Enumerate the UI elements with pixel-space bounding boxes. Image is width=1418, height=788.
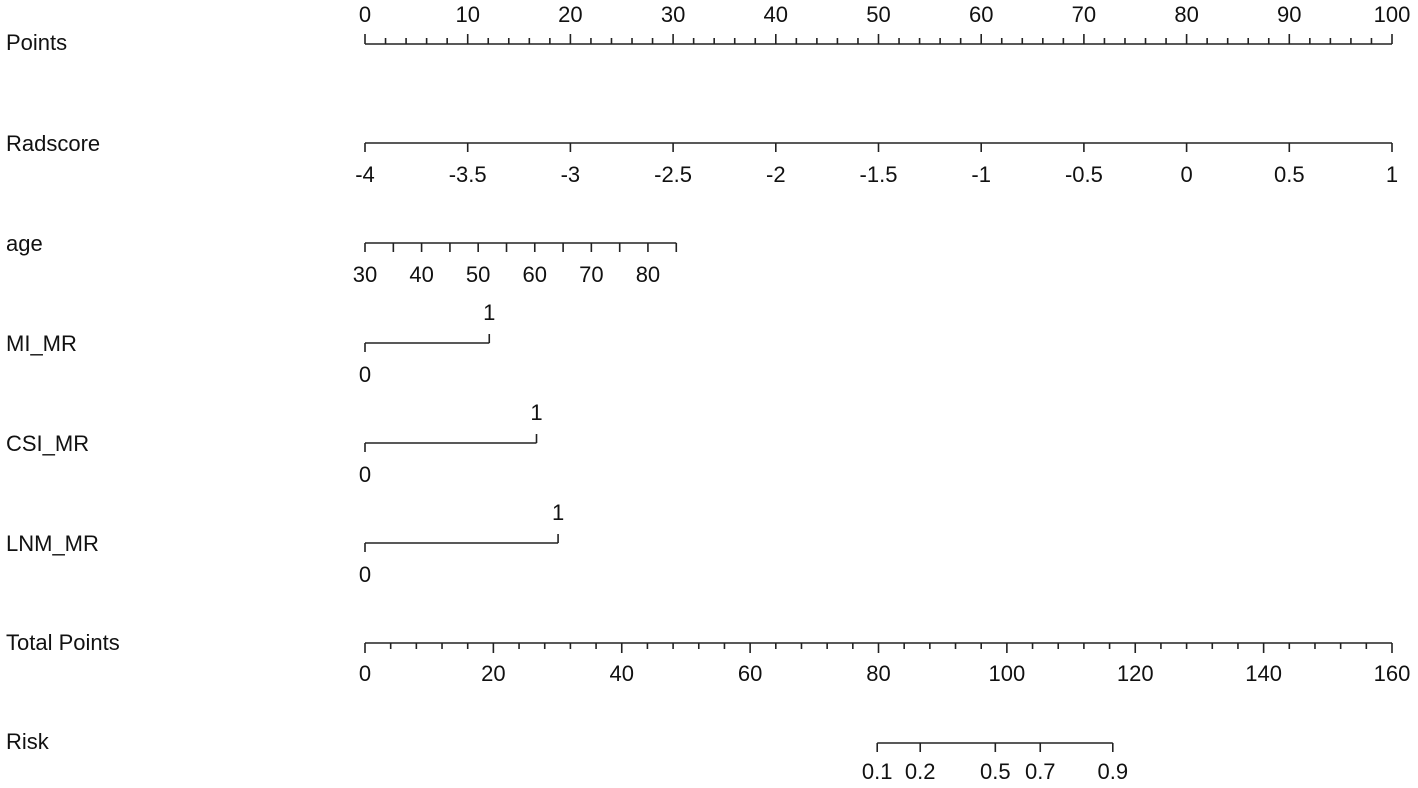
tick-label: -1.5 [860, 162, 898, 187]
tick-label: 60 [738, 661, 762, 686]
tick-label: 80 [866, 661, 890, 686]
tick-label: 0.2 [905, 759, 936, 784]
tick-label: 60 [969, 2, 993, 27]
tick-label: 0 [359, 462, 371, 487]
tick-label: -1 [971, 162, 991, 187]
tick-label: 100 [989, 661, 1026, 686]
tick-label: 30 [661, 2, 685, 27]
tick-label: 30 [353, 262, 377, 287]
tick-label: 140 [1245, 661, 1282, 686]
row-label: age [6, 231, 43, 256]
tick-label: 0 [359, 362, 371, 387]
tick-label: -0.5 [1065, 162, 1103, 187]
tick-label: 0.1 [862, 759, 893, 784]
row-label: Radscore [6, 131, 100, 156]
tick-label: 100 [1374, 2, 1411, 27]
tick-label: -2 [766, 162, 786, 187]
tick-label: 0 [359, 661, 371, 686]
tick-label: -3 [561, 162, 581, 187]
tick-label: 10 [455, 2, 479, 27]
row-label: Risk [6, 729, 50, 754]
tick-label: 40 [610, 661, 634, 686]
tick-label: 0 [359, 2, 371, 27]
tick-label: 0.5 [980, 759, 1011, 784]
tick-label: 1 [552, 500, 564, 525]
tick-label: 1 [530, 400, 542, 425]
tick-label: -3.5 [449, 162, 487, 187]
tick-label: 80 [636, 262, 660, 287]
row-label: LNM_MR [6, 531, 99, 556]
tick-label: 70 [1072, 2, 1096, 27]
tick-label: 50 [866, 2, 890, 27]
tick-label: 120 [1117, 661, 1154, 686]
tick-label: 50 [466, 262, 490, 287]
tick-label: 0.7 [1025, 759, 1056, 784]
tick-label: 70 [579, 262, 603, 287]
tick-label: -2.5 [654, 162, 692, 187]
tick-label: 40 [409, 262, 433, 287]
tick-label: 80 [1174, 2, 1198, 27]
tick-label: 0.5 [1274, 162, 1305, 187]
row-label: CSI_MR [6, 431, 89, 456]
tick-label: -4 [355, 162, 375, 187]
row-label: MI_MR [6, 331, 77, 356]
tick-label: 0 [1180, 162, 1192, 187]
tick-label: 40 [764, 2, 788, 27]
tick-label: 20 [558, 2, 582, 27]
tick-label: 1 [483, 300, 495, 325]
tick-label: 0 [359, 562, 371, 587]
tick-label: 90 [1277, 2, 1301, 27]
tick-label: 20 [481, 661, 505, 686]
tick-label: 0.9 [1097, 759, 1128, 784]
row-label: Points [6, 30, 67, 55]
row-label: Total Points [6, 630, 120, 655]
tick-label: 60 [523, 262, 547, 287]
tick-label: 160 [1374, 661, 1411, 686]
tick-label: 1 [1386, 162, 1398, 187]
